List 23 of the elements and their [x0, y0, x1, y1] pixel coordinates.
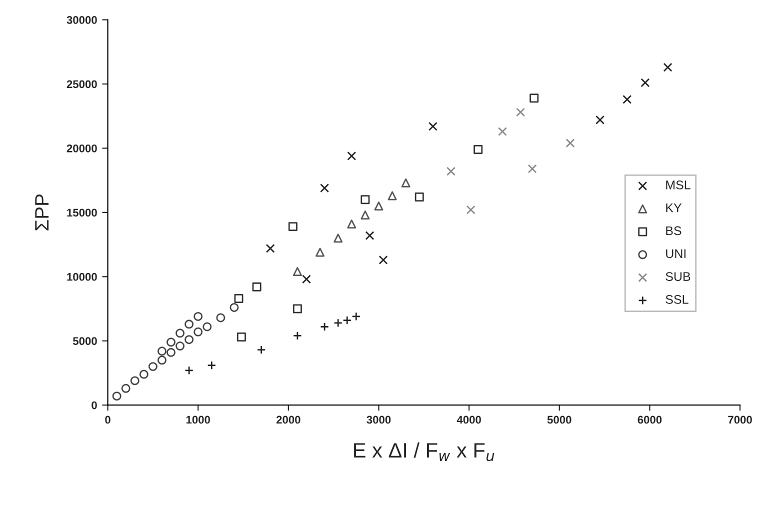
x-tick-label: 6000: [638, 416, 662, 424]
legend-label: UNI: [666, 249, 686, 258]
x-tick-label: 0: [105, 416, 110, 424]
y-tick-label: 15000: [67, 208, 97, 217]
legend-label: KY: [666, 204, 682, 212]
x-tick-label: 4000: [456, 416, 481, 424]
legend-label: BS: [666, 226, 682, 236]
x-tick-label: 3000: [366, 416, 391, 424]
legend-label: SSL: [666, 295, 688, 304]
y-tick-label: 0: [92, 401, 97, 410]
x-tick-label: 7000: [728, 416, 752, 424]
y-axis-title: ΣPP: [35, 194, 49, 230]
x-tick-label: 2000: [276, 416, 300, 424]
legend-label: SUB: [666, 272, 690, 281]
legend-label: MSL: [666, 180, 690, 190]
x-axis-title: E x ΔI / F$_{w}$ x F$_{u}$: [354, 442, 494, 462]
y-tick-label: 20000: [66, 144, 97, 152]
y-tick-label: 25000: [66, 80, 97, 88]
x-tick-label: 5000: [547, 416, 572, 424]
x-tick-label: 1000: [186, 416, 210, 424]
y-tick-label: 5000: [72, 337, 97, 346]
y-tick-label: 10000: [67, 272, 97, 281]
y-tick-label: 30000: [66, 16, 97, 24]
